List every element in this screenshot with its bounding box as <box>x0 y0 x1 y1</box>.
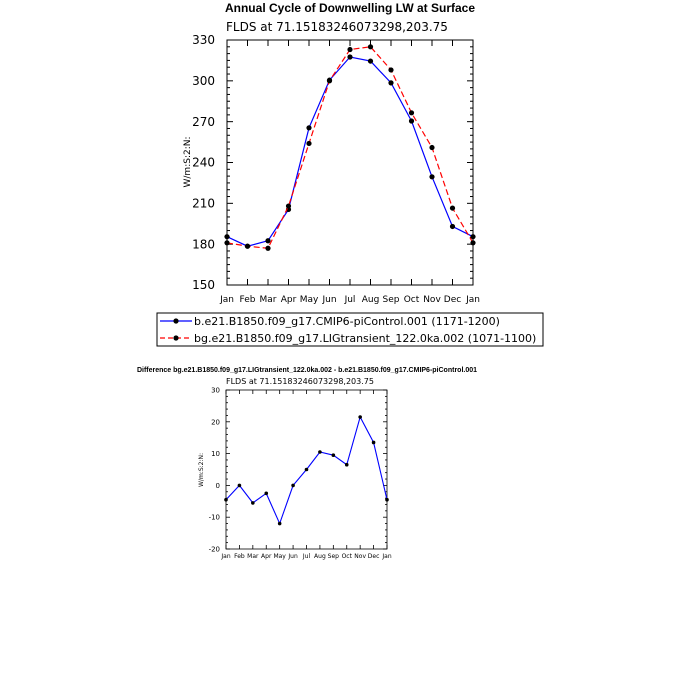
bottom-chart-xtick-label: Feb <box>234 553 245 560</box>
top-chart-ytick-label: 330 <box>192 33 215 47</box>
bottom-chart-series-1-point <box>291 483 295 488</box>
bottom-chart-series-1-point <box>371 440 376 445</box>
top-chart-series-1-point <box>306 125 312 131</box>
bottom-chart-series-1-point <box>304 467 309 472</box>
top-chart-series-1-point <box>224 234 230 240</box>
top-chart-series-2-point <box>449 205 456 211</box>
bottom-chart-title: Difference bg.e21.B1850.f09_g17.LIGtrans… <box>137 367 477 374</box>
bottom-chart-ytick-label: 0 <box>216 482 220 490</box>
top-chart-subtitle: FLDS at 71.15183246073298,203.75 <box>226 20 448 34</box>
top-chart-series-2-point <box>388 67 394 73</box>
bottom-chart-xtick-label: Jun <box>287 553 298 560</box>
bottom-chart-series-1-point <box>318 450 322 454</box>
top-chart-xtick-label: Sep <box>383 295 400 305</box>
bottom-chart-series-1-point <box>237 483 242 488</box>
bottom-chart-xtick-label: Nov <box>354 553 366 560</box>
bottom-chart-ytick-label: -20 <box>209 545 220 553</box>
top-chart-series-2-point <box>470 240 476 246</box>
top-chart-xtick-label: Jan <box>465 295 480 305</box>
top-chart-xtick-label: Jul <box>344 295 356 305</box>
top-chart-xtick-label: Feb <box>240 295 256 305</box>
bottom-chart-series-1-point <box>264 491 269 496</box>
top-chart-ytick-label: 210 <box>192 197 215 211</box>
bottom-chart-ylabel: W/m:S:2:N: <box>198 453 205 487</box>
bottom-chart-xtick-label: Apr <box>261 553 272 560</box>
top-chart-series-1-point <box>347 54 353 60</box>
top-chart-xtick-label: May <box>300 295 319 305</box>
bottom-chart-ytick-label: -10 <box>209 514 220 522</box>
bottom-chart-series-1-point <box>224 497 228 502</box>
top-chart-series-1-point <box>265 238 271 244</box>
bottom-chart-subtitle: FLDS at 71.15183246073298,203.75 <box>226 377 374 386</box>
top-chart-series-2-point <box>224 240 230 246</box>
bottom-chart-xtick-label: Aug <box>314 553 326 560</box>
top-chart-series-2-point <box>244 243 251 249</box>
bottom-chart-ytick-label: 30 <box>211 386 220 394</box>
top-chart-series-2-point <box>347 46 353 53</box>
top-chart-series-1-point <box>429 174 435 180</box>
bottom-chart-plot-area: -20 -10 0 10 20 30 Jan Feb Mar Apr May Jun Jul Aug Sep… <box>209 386 392 560</box>
bottom-chart-xtick-label: Jul <box>302 553 311 560</box>
top-chart-series-2-point <box>367 44 374 50</box>
bottom-chart-xtick-label: Oct <box>342 553 353 560</box>
top-chart-xtick-label: Mar <box>260 295 277 305</box>
top-chart-series-1-point <box>449 223 456 230</box>
top-chart-ytick-label: 270 <box>192 115 215 129</box>
bottom-chart-ytick-label: 20 <box>211 418 220 426</box>
top-chart-series-2-point <box>265 245 271 251</box>
top-chart-xtick-label: Oct <box>404 295 420 305</box>
bottom-chart-xtick-label: Jan <box>220 553 230 560</box>
bottom-chart-series-1-point <box>385 497 389 502</box>
top-chart-ytick-label: 240 <box>192 156 215 170</box>
top-chart-ytick-label: 150 <box>192 278 215 292</box>
top-chart-series-2-point <box>285 203 292 209</box>
bottom-chart-xtick-label: Jan <box>381 553 391 560</box>
top-chart-xtick-label: Jun <box>321 295 336 305</box>
bottom-chart-ytick-label: 10 <box>211 450 220 458</box>
top-chart-series-2-point <box>306 140 312 147</box>
top-chart-series-2-point <box>408 110 415 116</box>
top-chart-series-1-point <box>367 58 374 64</box>
top-chart-series-1-point <box>470 234 476 240</box>
legend-series-1-marker <box>173 318 179 324</box>
bottom-chart-series-1-point <box>251 501 255 505</box>
legend-series-2-marker <box>173 335 179 341</box>
top-chart-plot-area: 150 180 210 240 270 300 330 Jan Feb Mar Apr May Jun J… <box>192 33 480 305</box>
top-chart-ytick-label: 300 <box>192 74 215 88</box>
legend-series-1-label: b.e21.B1850.f09_g17.CMIP6-piControl.001 … <box>194 315 500 328</box>
bottom-chart-series-1-point <box>344 462 349 467</box>
top-chart-xtick-label: Apr <box>281 295 297 305</box>
top-chart-series-1-point <box>408 118 415 124</box>
top-chart-series-2-point <box>429 144 435 151</box>
top-chart-series-1-line <box>226 56 474 247</box>
top-chart-xtick-label: Nov <box>423 295 441 305</box>
top-chart-series-1-point <box>388 80 394 86</box>
top-chart-series-2-point <box>326 78 333 84</box>
bottom-chart-series-1-point <box>331 453 336 457</box>
bottom-chart-xtick-label: May <box>273 553 286 560</box>
legend-frame <box>156 312 544 347</box>
top-chart-xtick-label: Aug <box>362 295 380 305</box>
top-chart-legend: b.e21.B1850.f09_g17.CMIP6-piControl.001 … <box>156 312 544 347</box>
top-chart-xtick-label: Jan <box>219 295 234 305</box>
top-chart-series-2-line <box>226 46 474 249</box>
bottom-chart-series-1-point <box>358 415 362 419</box>
bottom-chart-xtick-label: Sep <box>328 553 340 560</box>
top-chart-title: Annual Cycle of Downwelling LW at Surfac… <box>225 1 475 15</box>
bottom-chart-series-1-point <box>277 521 282 526</box>
bottom-chart-xtick-label: Mar <box>247 553 259 560</box>
legend-series-2-label: bg.e21.B1850.f09_g17.LIGtransient_122.0k… <box>194 332 536 345</box>
top-chart-xtick-label: Dec <box>444 295 461 305</box>
bottom-chart-xtick-label: Dec <box>368 553 380 560</box>
top-chart-ylabel: W/m:S:2:N: <box>183 137 193 188</box>
top-chart-ytick-label: 180 <box>192 237 215 251</box>
